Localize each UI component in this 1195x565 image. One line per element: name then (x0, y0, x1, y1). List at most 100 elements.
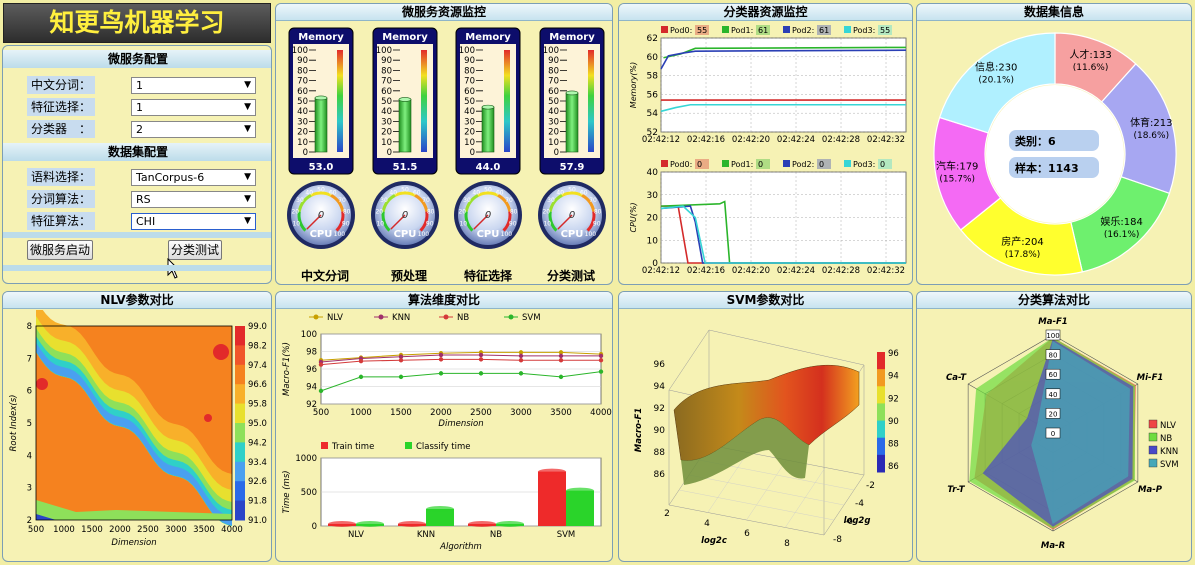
plot-area (660, 37, 907, 133)
slice-label: 娱乐:184 (1100, 215, 1142, 228)
colorbar-label: 96.6 (248, 380, 267, 390)
colorbar-segment (235, 326, 245, 346)
config-row-feature: 特征选择： 1 ▼ (27, 98, 262, 116)
colorbar-label: 96 (888, 349, 899, 359)
classifier-select[interactable]: 2 ▼ (131, 121, 256, 138)
field-label: 分类器 ： (27, 120, 95, 138)
y-axis-label: Memory(%) (629, 62, 638, 108)
cpu-tick-label: 50 (484, 187, 492, 194)
cpu-dial-band (464, 194, 479, 212)
x-tick-label: 6 (744, 529, 750, 539)
y-tick-label: 40 (647, 168, 659, 178)
series-line (320, 371, 602, 392)
series-point (358, 374, 364, 380)
feature-algo-select[interactable]: CHI ▼ (131, 213, 256, 230)
y-tick-label: 8 (27, 322, 32, 332)
memory-value-label: 53.0 (309, 162, 334, 173)
x-tick-label: 02:42:16 (687, 266, 725, 276)
contour-peak (36, 378, 48, 390)
y-tick-label: 1000 (295, 454, 317, 464)
segment-select[interactable]: 1 ▼ (131, 77, 256, 94)
memory-tick-label: 70 (297, 77, 308, 87)
series-point (318, 388, 324, 394)
x-axis-label: log2c (701, 536, 727, 546)
select-value: TanCorpus-6 (136, 171, 205, 184)
cpu-dial-band (586, 211, 596, 232)
bar-cap (496, 520, 524, 527)
memory-level-bar (314, 97, 328, 153)
bar (538, 471, 566, 526)
cpu-tick-label: 70 (589, 197, 597, 204)
radar-tick-label: 20 (1049, 410, 1058, 418)
legend-label: Pod3: (853, 160, 875, 169)
corpus-select[interactable]: TanCorpus-6 ▼ (131, 169, 256, 186)
memory-tick-label: 70 (381, 77, 392, 87)
cpu-tick-label: 30 (463, 197, 471, 204)
z-axis-label: Macro-F1 (634, 408, 644, 453)
cpu-dial-band (561, 191, 583, 197)
legend-label: NB (1160, 434, 1172, 444)
legend-label: KNN (1160, 447, 1178, 457)
x-tick-label: 02:42:20 (732, 135, 770, 145)
x-tick-label: 4 (704, 519, 710, 529)
cpu-dial-band (497, 194, 512, 212)
contour-band (36, 514, 56, 520)
segment-algo-select[interactable]: RS ▼ (131, 191, 256, 208)
x-axis-label: Dimension (438, 419, 483, 429)
memory-level-cap (481, 104, 495, 110)
cpu-tick-label: 80 (343, 208, 351, 215)
series-point (518, 358, 524, 363)
legend-swatch (1148, 432, 1158, 442)
y-axis-label: CPU(%) (629, 202, 638, 232)
memory-level-cap (398, 97, 412, 102)
x-tick-label: 02:42:32 (867, 135, 905, 145)
colorbar-segment (877, 454, 885, 473)
y-tick-label: 0 (312, 522, 317, 532)
divider (3, 265, 271, 271)
cpu-label: CPU (310, 229, 333, 240)
y-tick-label: 30 (647, 191, 659, 201)
memory-tick-label: 30 (297, 117, 308, 127)
series-line (320, 354, 601, 363)
legend-value: 0 (819, 160, 824, 169)
slice-percent: (17.8%) (1005, 250, 1041, 260)
colorbar-label: 90 (888, 417, 899, 427)
donut-hole (986, 85, 1124, 223)
contour-band (36, 500, 232, 520)
dropdown-arrow-icon: ▼ (244, 124, 251, 134)
cpu-tick-label: 40 (472, 189, 480, 196)
memory-tick-label: 0 (470, 148, 475, 158)
cpu-dial-band (502, 211, 512, 232)
service-label-segment: 中文分词 (300, 269, 349, 283)
memory-tick-label: 10 (464, 138, 475, 148)
memory-tick-label: 80 (381, 66, 392, 76)
colorbar-segment (877, 420, 885, 439)
service-label-classify: 分类测试 (546, 269, 595, 283)
memory-tick-label: 30 (548, 117, 559, 127)
classifier-radar-chart: Ma-F1 Mi-F1 Ma-P Ma-R Tr-T Ca-T 100 80 60 40 20 0 NL… (946, 317, 1179, 551)
cpu-tick-label: 20 (542, 208, 550, 215)
radar-tick-bg (1045, 408, 1061, 419)
classify-test-button[interactable]: 分类测试 (168, 240, 222, 260)
colorbar-segment (235, 384, 245, 405)
radar-axis-label: Ma-R (1041, 541, 1065, 551)
nlv-compare-panel: NLV参数对比 500 1000 1500 2000 2500 3000 3500 4000 8… (2, 291, 272, 562)
legend-value: 61 (758, 26, 768, 35)
cpu-tick-label: 20 (458, 208, 466, 215)
memory-tick-label: 0 (554, 148, 559, 158)
feature-select[interactable]: 1 ▼ (131, 99, 256, 116)
legend-value-bg (756, 159, 770, 169)
x-tick-label: 1500 (81, 525, 103, 535)
legend-value: 0 (697, 160, 702, 169)
radar-tick-bg (1045, 329, 1061, 341)
legend-label: SVM (1160, 460, 1179, 470)
start-microservice-button[interactable]: 微服务启动 (27, 240, 93, 260)
y-tick-label: 3 (27, 484, 32, 494)
series-point (478, 371, 484, 376)
x-tick-label: 02:42:12 (642, 266, 680, 276)
series-point (478, 357, 484, 362)
colorbar-label: 98.2 (248, 341, 267, 351)
y-tick-label: 10 (647, 236, 659, 246)
cpu-dial-band (464, 211, 474, 232)
dropdown-arrow-icon: ▼ (244, 194, 251, 204)
